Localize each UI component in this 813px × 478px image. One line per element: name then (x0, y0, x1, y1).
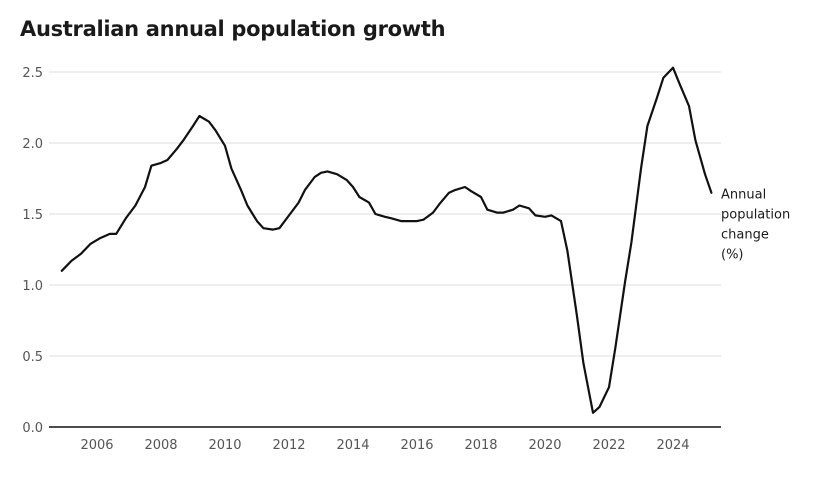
x-tick-label: 2014 (336, 438, 369, 453)
series-line (60, 66, 713, 414)
series-label: (%) (721, 248, 744, 263)
x-tick-label: 2020 (528, 438, 561, 453)
x-tick-label: 2006 (80, 438, 113, 453)
y-tick-label: 0.5 (22, 350, 43, 365)
y-tick-label: 1.5 (22, 208, 43, 223)
x-tick-label: 2016 (400, 438, 433, 453)
x-tick-label: 2018 (464, 438, 497, 453)
series-labels: Annual population change (%) (721, 188, 790, 263)
y-tick-label: 0.0 (22, 421, 43, 436)
y-tick-label: 2.0 (22, 137, 43, 152)
y-axis-ticks: 0.0 0.5 1.0 1.5 2.0 2.5 (22, 66, 43, 436)
x-tick-label: 2024 (656, 438, 689, 453)
x-tick-label: 2012 (272, 438, 305, 453)
gridlines (49, 71, 721, 357)
series-lines (60, 66, 713, 414)
series-label: Annual (721, 188, 766, 203)
series-label: change (721, 228, 769, 243)
chart-title: Australian annual population growth (20, 17, 446, 41)
x-axis-ticks: 2006 2008 2010 2012 2014 2016 2018 2020 2022 2024 (80, 438, 689, 453)
x-tick-label: 2008 (144, 438, 177, 453)
series-label: population (721, 208, 790, 223)
x-tick-label: 2010 (208, 438, 241, 453)
y-tick-label: 2.5 (22, 66, 43, 81)
y-tick-label: 1.0 (22, 279, 43, 294)
x-tick-label: 2022 (592, 438, 625, 453)
